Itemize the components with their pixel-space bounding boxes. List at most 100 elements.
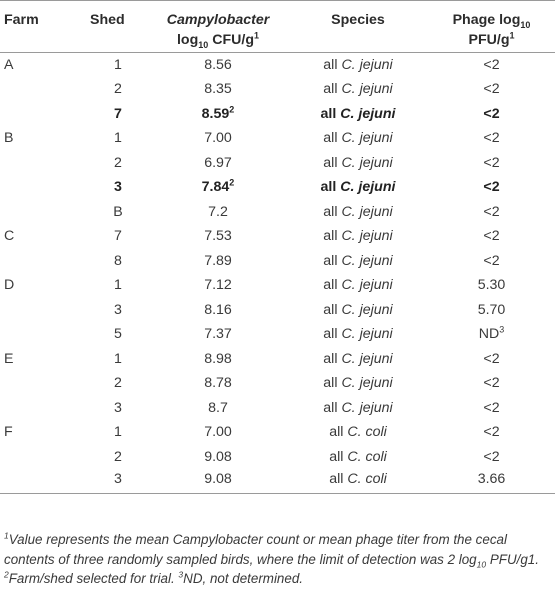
- cell-species-name: C. jejuni: [341, 350, 393, 367]
- table-row: 8 7.89 all C. jejuni <2: [0, 249, 555, 274]
- cell-phage-value: 5.70: [477, 301, 506, 318]
- cell-species: all C. jejuni: [288, 322, 428, 347]
- cell-count: 7.37: [148, 322, 288, 347]
- cell-farm: D: [4, 277, 15, 294]
- footnote-2-marker: 2: [4, 569, 9, 580]
- cell-count: 8.7: [148, 396, 288, 421]
- cell-count-sup: 2: [229, 104, 235, 115]
- cell-phage: 5.70: [428, 298, 555, 323]
- cell-species-name: C. jejuni: [341, 130, 393, 147]
- footnote-3-marker: 3: [178, 569, 184, 580]
- cell-phage-value: ND: [478, 326, 500, 343]
- cell-species: all C. coli: [288, 445, 428, 470]
- col-header-phage-line1: Phage log: [452, 12, 521, 28]
- cell-species: all C. jejuni: [288, 175, 428, 200]
- cell-species: all C. jejuni: [288, 224, 428, 249]
- cell-species: all C. jejuni: [288, 347, 428, 372]
- cell-species: all C. jejuni: [288, 371, 428, 396]
- cell-count-value: 8.7: [208, 399, 228, 416]
- cell-farm: [0, 396, 88, 421]
- cell-species-name: C. coli: [347, 424, 387, 441]
- table-row: B 7.2 all C. jejuni <2: [0, 200, 555, 225]
- cell-count-value: 9.08: [204, 448, 232, 465]
- cell-species-name: C. jejuni: [341, 375, 393, 392]
- cell-farm: [0, 322, 88, 347]
- cell-count: 7.00: [148, 126, 288, 151]
- cell-count: 7.842: [148, 175, 288, 200]
- cell-count: 8.35: [148, 77, 288, 102]
- table-row: 3 8.7 all C. jejuni <2: [0, 396, 555, 421]
- data-table: Farm Shed Campylobacter log10 CFU/g1 Spe…: [0, 0, 555, 494]
- cell-shed: 1: [114, 277, 122, 294]
- cell-species-name: C. jejuni: [341, 57, 393, 73]
- cell-phage: <2: [428, 249, 555, 274]
- cell-count-value: 8.16: [204, 301, 232, 318]
- cell-phage-value: <2: [483, 448, 500, 465]
- footnote-1-sub: 10: [476, 559, 487, 570]
- cell-shed: 3: [114, 471, 122, 487]
- cell-phage-value: <2: [483, 228, 500, 245]
- cell-species-name: C. jejuni: [341, 399, 393, 416]
- table-row: F 1 7.00 all C. coli <2: [0, 420, 555, 445]
- cell-phage-value: <2: [483, 399, 500, 416]
- cell-phage-value: <2: [483, 375, 500, 392]
- cell-farm: [0, 102, 88, 127]
- cell-species-prefix: all: [323, 399, 342, 416]
- cell-phage-value: <2: [483, 105, 500, 122]
- cell-species: all C. coli: [288, 469, 428, 494]
- cell-species: all C. jejuni: [288, 77, 428, 102]
- cell-count-value: 8.56: [204, 57, 232, 73]
- cell-count: 7.53: [148, 224, 288, 249]
- cell-species-name: C. jejuni: [341, 228, 393, 245]
- cell-phage-sup: 3: [499, 324, 505, 335]
- cell-count-value: 7.00: [204, 424, 232, 441]
- cell-count-value: 8.35: [204, 81, 232, 98]
- cell-shed: 7: [114, 105, 122, 122]
- cell-shed: 1: [114, 350, 122, 367]
- cell-shed: 1: [114, 424, 122, 441]
- cell-phage-value: 3.66: [477, 471, 506, 487]
- cell-shed: B: [113, 203, 123, 220]
- col-header-count-sup: 1: [254, 30, 260, 41]
- cell-species-name: C. coli: [347, 448, 387, 465]
- cell-count: 8.98: [148, 347, 288, 372]
- cell-species-name: C. jejuni: [341, 301, 393, 318]
- cell-species-prefix: all: [323, 350, 342, 367]
- cell-shed: 2: [114, 448, 122, 465]
- cell-species: all C. jejuni: [288, 249, 428, 274]
- cell-count: 7.00: [148, 420, 288, 445]
- cell-phage: <2: [428, 102, 555, 127]
- col-header-count-unit: CFU/g: [208, 32, 254, 48]
- header-row: Farm Shed Campylobacter log10 CFU/g1 Spe…: [0, 1, 555, 53]
- cell-species-prefix: all: [323, 277, 342, 294]
- cell-count: 7.12: [148, 273, 288, 298]
- cell-phage: <2: [428, 151, 555, 176]
- table-body: A 1 8.56 all C. jejuni <2 2 8.35 all C. jejuni <…: [0, 53, 555, 494]
- cell-species-name: C. jejuni: [341, 277, 393, 294]
- table-row: 2 6.97 all C. jejuni <2: [0, 151, 555, 176]
- cell-count-value: 7.53: [204, 228, 232, 245]
- cell-species-name: C. jejuni: [341, 326, 393, 343]
- table-row: 3 8.16 all C. jejuni 5.70: [0, 298, 555, 323]
- cell-species: all C. coli: [288, 420, 428, 445]
- cell-count: 9.08: [148, 469, 288, 494]
- cell-species: all C. jejuni: [288, 396, 428, 421]
- table-row: 5 7.37 all C. jejuni ND3: [0, 322, 555, 347]
- cell-phage-value: <2: [483, 130, 500, 147]
- cell-species-prefix: all: [329, 424, 348, 441]
- cell-species-prefix: all: [320, 105, 341, 122]
- cell-phage-value: 5.30: [477, 277, 506, 294]
- cell-farm: E: [4, 350, 14, 367]
- table-row: A 1 8.56 all C. jejuni <2: [0, 53, 555, 78]
- cell-phage: <2: [428, 347, 555, 372]
- cell-phage: <2: [428, 126, 555, 151]
- cell-shed: 1: [114, 57, 122, 73]
- footnote-2-text: Farm/shed selected for trial.: [8, 571, 179, 586]
- cell-species-prefix: all: [329, 448, 348, 465]
- col-header-phage-line2: PFU/g: [468, 32, 510, 48]
- cell-count-value: 7.00: [204, 130, 232, 147]
- cell-species: all C. jejuni: [288, 151, 428, 176]
- cell-count: 8.56: [148, 53, 288, 78]
- cell-species: all C. jejuni: [288, 102, 428, 127]
